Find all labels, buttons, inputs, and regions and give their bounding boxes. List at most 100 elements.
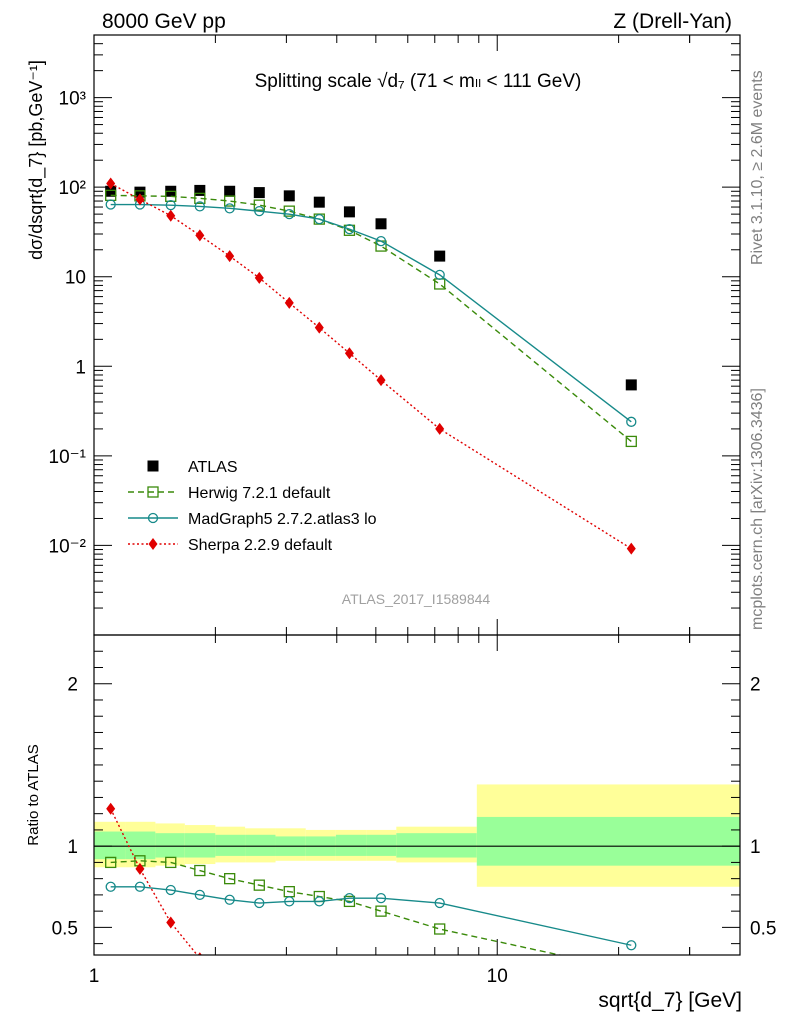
ratio-point-sherpa-2-2-9-default: [255, 985, 264, 997]
ratio-point-madgraph5-2-7-2-atlas3-lo: [165, 884, 176, 896]
uncertainty-band-inner: [366, 834, 397, 856]
data-point-sherpa-2-2-9-default: [106, 177, 116, 190]
data-point-sherpa-2-2-9-default: [225, 250, 235, 263]
ratio-point-herwig-7-2-1-default: [434, 923, 446, 935]
ratio-point-herwig-7-2-1-default: [253, 879, 265, 891]
ratio-y-tick-label-right: 2: [750, 675, 761, 696]
ratio-point-herwig-7-2-1-default: [105, 856, 117, 869]
ratio-y-tick-label: 1: [67, 837, 78, 858]
header-left: 8000 GeV pp: [102, 10, 226, 33]
y-tick-label: 1: [75, 357, 86, 378]
data-point-madgraph5-2-7-2-atlas3-lo: [254, 205, 265, 217]
data-point-sherpa-2-2-9-default: [166, 209, 176, 222]
data-point-sherpa-2-2-9-default: [344, 347, 354, 360]
ratio-point-herwig-7-2-1-default: [626, 966, 636, 976]
ratio-point-herwig-7-2-1-default: [194, 864, 206, 877]
legend-marker-atlas: [147, 460, 159, 472]
y-tick-label: 10²: [59, 178, 86, 199]
ratio-point-madgraph5-2-7-2-atlas3-lo: [375, 892, 387, 904]
data-point-herwig-7-2-1-default: [253, 199, 265, 211]
series-line-madgraph5-2-7-2-atlas3-lo: [110, 203, 632, 423]
ratio-point-sherpa-2-2-9-default: [377, 1000, 386, 1012]
data-point-sherpa-2-2-9-default: [626, 542, 636, 555]
data-point-madgraph5-2-7-2-atlas3-lo: [194, 201, 205, 212]
legend-label-sherpa-2-2-9-default: Sherpa 2.2.9 default: [188, 537, 333, 554]
ratio-point-madgraph5-2-7-2-atlas3-lo: [284, 896, 295, 907]
ratio-point-sherpa-2-2-9-default: [285, 992, 294, 1004]
legend-label-atlas: ATLAS: [188, 459, 238, 476]
main-title: Splitting scale √d₇ (71 < mₗₗ < 111 GeV): [255, 71, 582, 92]
data-point-atlas: [625, 379, 637, 391]
ratio-point-madgraph5-2-7-2-atlas3-lo: [105, 881, 116, 892]
ratio-point-herwig-7-2-1-default: [224, 873, 236, 885]
uncertainty-band-inner: [476, 816, 740, 866]
uncertainty-band-inner: [125, 831, 156, 860]
data-point-atlas: [375, 218, 387, 230]
y-tick-label: 10⁻²: [49, 536, 87, 557]
data-point-atlas: [134, 186, 146, 198]
data-point-atlas: [224, 185, 236, 197]
uncertainty-band-inner: [396, 833, 477, 858]
data-point-atlas: [253, 187, 265, 199]
data-point-madgraph5-2-7-2-atlas3-lo: [105, 199, 116, 210]
data-point-herwig-7-2-1-default: [625, 435, 637, 448]
ratio-point-herwig-7-2-1-default: [165, 856, 177, 869]
y-tick-label: 10⁻¹: [49, 447, 87, 468]
legend-marker-herwig-7-2-1-default: [147, 486, 159, 498]
y-tick-label: 10³: [59, 89, 86, 110]
data-point-madgraph5-2-7-2-atlas3-lo: [224, 203, 235, 214]
ratio-point-sherpa-2-2-9-default: [135, 862, 145, 875]
ratio-point-madgraph5-2-7-2-atlas3-lo: [344, 892, 355, 904]
watermark: ATLAS_2017_I1589844: [342, 591, 491, 607]
data-point-sherpa-2-2-9-default: [284, 296, 294, 309]
legend-marker-sherpa-2-2-9-default: [148, 538, 158, 550]
ratio-point-madgraph5-2-7-2-atlas3-lo: [314, 896, 325, 907]
ratio-line-sherpa-2-2-9-default: [110, 808, 199, 955]
ratio-line-madgraph5-2-7-2-atlas3-lo: [110, 886, 632, 946]
legend-label-herwig-7-2-1-default: Herwig 7.2.1 default: [188, 485, 331, 502]
ratio-point-sherpa-2-2-9-default: [225, 972, 234, 984]
y-tick-label: 10: [65, 268, 86, 289]
uncertainty-band-inner: [215, 834, 246, 856]
data-point-atlas: [283, 190, 295, 202]
ratio-y-tick-label: 0.5: [52, 918, 78, 939]
ratio-point-madgraph5-2-7-2-atlas3-lo: [254, 897, 265, 909]
data-point-sherpa-2-2-9-default: [314, 321, 324, 334]
uncertainty-band-inner: [245, 834, 276, 856]
ratio-y-tick-label-right: 1: [750, 837, 761, 858]
ratio-point-herwig-7-2-1-default: [343, 895, 356, 908]
data-point-madgraph5-2-7-2-atlas3-lo: [165, 199, 176, 211]
ratio-point-sherpa-2-2-9-default: [315, 996, 324, 1008]
data-point-sherpa-2-2-9-default: [195, 229, 205, 242]
ratio-point-sherpa-2-2-9-default: [197, 952, 202, 955]
uncertainty-band-inner: [184, 833, 216, 858]
ratio-point-sherpa-2-2-9-default: [435, 1001, 444, 1013]
series-line-herwig-7-2-1-default: [110, 194, 632, 442]
data-point-herwig-7-2-1-default: [194, 192, 206, 205]
uncertainty-band-inner: [335, 834, 367, 856]
side-mcplots: mcplots.cern.ch [arXiv:1306.3436]: [749, 388, 766, 630]
data-point-atlas: [434, 250, 446, 262]
ratio-ylabel: Ratio to ATLAS: [25, 744, 42, 845]
data-point-atlas: [194, 184, 206, 196]
side-rivet: Rivet 3.1.10, ≥ 2.6M events: [749, 70, 766, 265]
data-point-sherpa-2-2-9-default: [435, 422, 445, 435]
data-point-madgraph5-2-7-2-atlas3-lo: [344, 223, 355, 235]
x-tick-label: 10: [487, 966, 508, 987]
data-point-herwig-7-2-1-default: [165, 190, 177, 202]
data-point-sherpa-2-2-9-default: [376, 374, 386, 387]
ratio-point-sherpa-2-2-9-default: [345, 998, 354, 1010]
ratio-y-tick-label: 2: [67, 675, 78, 696]
ratio-point-madgraph5-2-7-2-atlas3-lo: [134, 881, 146, 892]
data-point-madgraph5-2-7-2-atlas3-lo: [375, 235, 387, 247]
ratio-point-madgraph5-2-7-2-atlas3-lo: [224, 894, 235, 905]
header-right: Z (Drell-Yan): [613, 10, 732, 33]
data-point-herwig-7-2-1-default: [283, 205, 295, 217]
data-point-atlas: [105, 185, 117, 197]
data-point-herwig-7-2-1-default: [224, 195, 236, 207]
data-point-atlas: [313, 196, 325, 208]
ratio-point-sherpa-2-2-9-default: [106, 802, 116, 815]
data-point-atlas: [343, 206, 355, 218]
main-panel: 10⁻² 10⁻¹ 1 10 10² 10³ Splitting scale √d₇ (7…: [26, 34, 741, 636]
